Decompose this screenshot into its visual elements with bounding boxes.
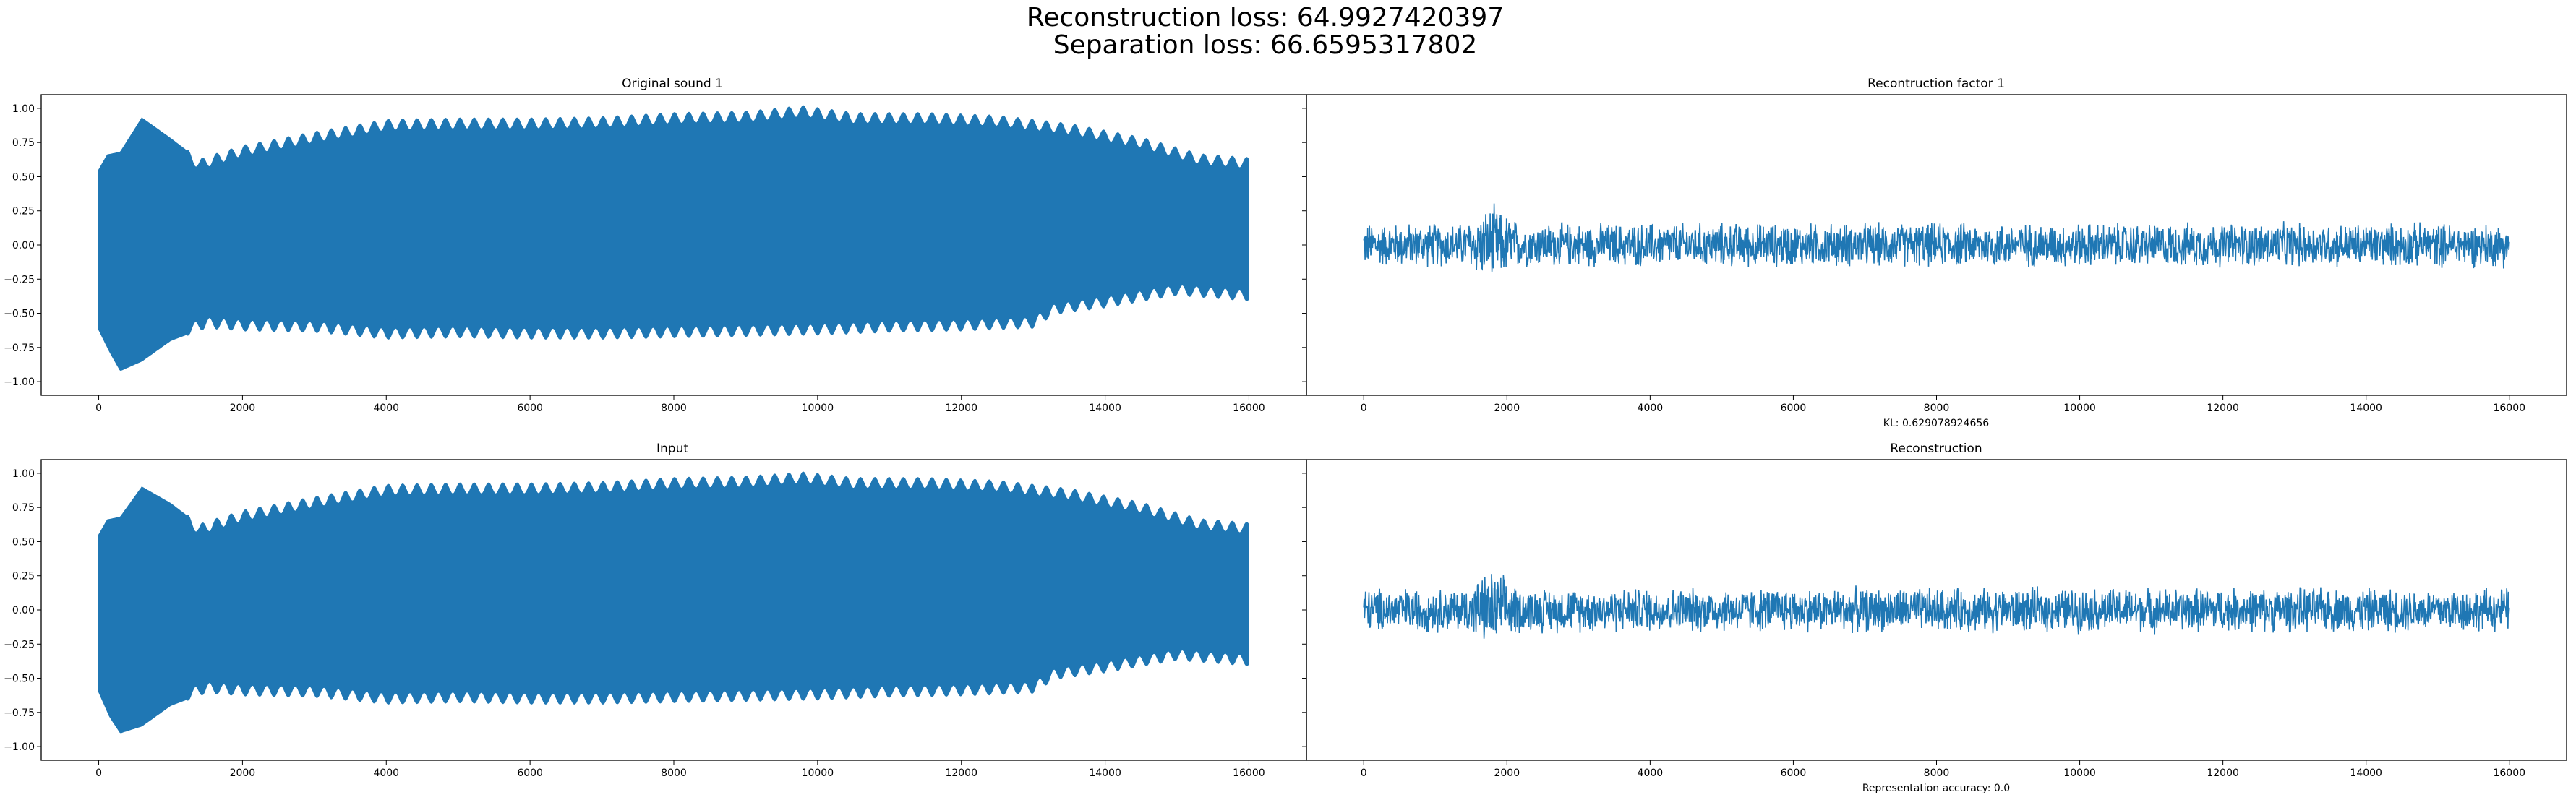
noise-series bbox=[1363, 203, 2510, 272]
y-tick-label: 1.00 bbox=[12, 468, 35, 480]
noise-series bbox=[1363, 574, 2510, 639]
x-tick-label: 0 bbox=[95, 767, 102, 779]
x-tick-label: 2000 bbox=[230, 767, 256, 779]
x-tick-label: 4000 bbox=[1638, 767, 1664, 779]
x-tick-label: 12000 bbox=[945, 403, 977, 414]
suptitle-reconstruction-loss: Reconstruction loss: 64.9927420397 bbox=[1027, 3, 1504, 33]
subplot-title: Input bbox=[656, 442, 688, 456]
plot-area: 0 2000 4000 6000 8000 10000 12000 14000 16000 1.0… bbox=[4, 459, 1307, 779]
x-tick-label: 16000 bbox=[2493, 767, 2525, 779]
x-tick-label: 2000 bbox=[1494, 403, 1520, 414]
waveform-series bbox=[98, 105, 1249, 371]
x-tick-label: 6000 bbox=[1781, 767, 1807, 779]
y-tick-label: 0.25 bbox=[12, 206, 35, 218]
y-tick-label: 0.00 bbox=[12, 605, 35, 616]
x-tick-label: 10000 bbox=[802, 767, 834, 779]
x-tick-label: 8000 bbox=[1924, 767, 1950, 779]
plot-area: 0 2000 4000 6000 8000 10000 12000 14000 16000 bbox=[1302, 94, 2567, 414]
y-tick-label: 0.50 bbox=[12, 171, 35, 183]
x-tick-label: 8000 bbox=[1924, 403, 1950, 414]
x-tick-label: 8000 bbox=[661, 767, 687, 779]
accuracy-footnote: Representation accuracy: 0.0 bbox=[1862, 783, 2010, 794]
y-tick-label: 1.00 bbox=[12, 103, 35, 115]
x-tick-label: 12000 bbox=[2207, 767, 2239, 779]
y-tick-label: 0.50 bbox=[12, 536, 35, 548]
subplot-reconstruction: Reconstruction 0 2000 4000 6000 8000 10000 120… bbox=[1302, 442, 2567, 794]
kl-footnote: KL: 0.629078924656 bbox=[1883, 418, 1989, 429]
x-tick-label: 16000 bbox=[1233, 403, 1265, 414]
y-tick-label: −0.50 bbox=[4, 674, 35, 685]
y-tick-label: −0.75 bbox=[4, 343, 35, 354]
y-tick-label: −1.00 bbox=[4, 741, 35, 753]
x-tick-label: 4000 bbox=[373, 403, 399, 414]
y-tick-label: −0.25 bbox=[4, 274, 35, 285]
y-tick-label: 0.25 bbox=[12, 571, 35, 582]
x-tick-label: 0 bbox=[95, 403, 102, 414]
y-tick-label: −0.50 bbox=[4, 309, 35, 320]
x-tick-label: 16000 bbox=[1233, 767, 1265, 779]
y-tick-label: 0.00 bbox=[12, 240, 35, 251]
x-tick-label: 10000 bbox=[802, 403, 834, 414]
x-tick-label: 10000 bbox=[2063, 767, 2096, 779]
x-tick-label: 2000 bbox=[230, 403, 256, 414]
y-tick-label: −0.25 bbox=[4, 639, 35, 650]
x-tick-label: 0 bbox=[1361, 403, 1367, 414]
plot-area: 0 2000 4000 6000 8000 10000 12000 14000 16000 1.0… bbox=[4, 94, 1307, 414]
x-tick-label: 14000 bbox=[1089, 403, 1121, 414]
x-tick-label: 2000 bbox=[1494, 767, 1520, 779]
x-tick-label: 12000 bbox=[2207, 403, 2239, 414]
y-tick-label: −1.00 bbox=[4, 377, 35, 388]
x-tick-label: 14000 bbox=[2350, 767, 2382, 779]
x-tick-label: 6000 bbox=[1781, 403, 1807, 414]
subplot-reconstruction-factor: Recontruction factor 1 0 2000 4000 6000 8000… bbox=[1302, 77, 2567, 429]
y-tick-label: −0.75 bbox=[4, 707, 35, 719]
suptitle-separation-loss: Separation loss: 66.6595317802 bbox=[1053, 30, 1478, 60]
y-tick-label: 0.75 bbox=[12, 137, 35, 149]
subplot-title: Recontruction factor 1 bbox=[1867, 77, 2005, 91]
waveform-series bbox=[98, 471, 1249, 734]
x-tick-label: 14000 bbox=[2350, 403, 2382, 414]
x-tick-label: 0 bbox=[1361, 767, 1367, 779]
subplot-title: Reconstruction bbox=[1890, 442, 1982, 456]
x-tick-label: 12000 bbox=[945, 767, 977, 779]
x-tick-label: 8000 bbox=[661, 403, 687, 414]
x-tick-label: 6000 bbox=[517, 767, 543, 779]
x-tick-label: 10000 bbox=[2063, 403, 2096, 414]
subplot-input: Input 0 2000 4000 6000 8000 10000 12000 14000 16… bbox=[4, 442, 1307, 779]
subplot-original-sound: Original sound 1 0 2000 4000 6000 8000 10000 1… bbox=[4, 77, 1307, 414]
x-tick-label: 4000 bbox=[373, 767, 399, 779]
plot-area: 0 2000 4000 6000 8000 10000 12000 14000 16000 bbox=[1302, 459, 2567, 779]
y-tick-label: 0.75 bbox=[12, 502, 35, 514]
x-tick-label: 4000 bbox=[1638, 403, 1664, 414]
x-tick-label: 16000 bbox=[2493, 403, 2525, 414]
x-tick-label: 14000 bbox=[1089, 767, 1121, 779]
x-tick-label: 6000 bbox=[517, 403, 543, 414]
subplot-title: Original sound 1 bbox=[622, 77, 723, 91]
